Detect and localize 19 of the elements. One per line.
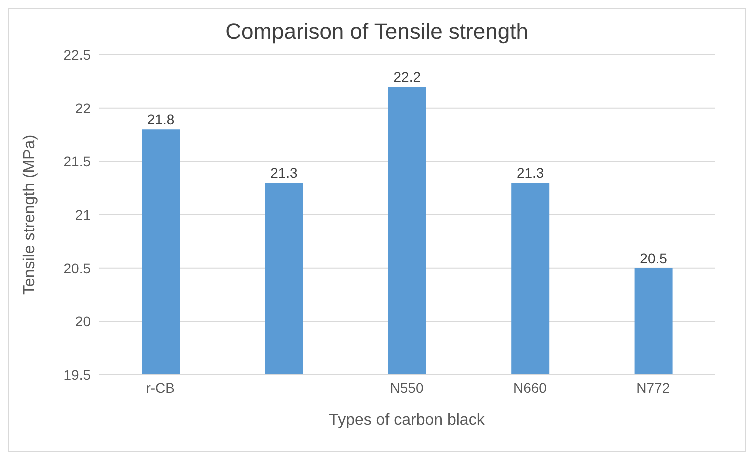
y-axis-title: Tensile strength (MPa) [22,134,39,296]
data-label: 21.3 [270,165,298,181]
y-tick-label: 21 [75,206,92,223]
data-label: 22.2 [394,69,422,85]
y-tick-label: 19.5 [64,366,92,383]
data-label: 21.8 [147,112,175,128]
y-tick-label: 20 [75,314,92,330]
y-tick-label: 22 [75,100,92,116]
x-tick-label: N772 [636,380,670,396]
data-label: 20.5 [640,250,668,266]
x-tick-label: N550 [390,380,424,396]
x-axis-title: Types of carbon black [329,412,486,429]
y-tick-label: 20.5 [64,260,92,276]
y-tick-label: 21.5 [64,154,92,170]
x-tick-label: r-CB [146,380,175,396]
x-tick-label: N660 [513,380,548,396]
data-label: 21.3 [516,165,544,181]
chart-title: Comparison of Tensile strength [224,19,530,45]
y-tick-label: 22.5 [64,46,92,63]
